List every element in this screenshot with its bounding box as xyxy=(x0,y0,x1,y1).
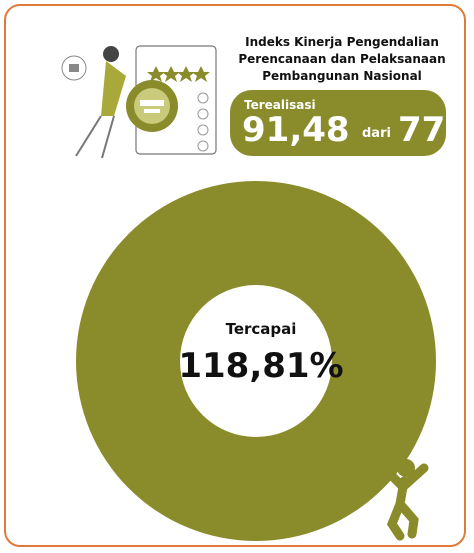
ring-hole xyxy=(180,285,332,437)
title: Indeks Kinerja Pengendalian Perencanaan … xyxy=(238,35,446,83)
badge-connector: dari xyxy=(362,126,391,141)
badge-label: Terealisasi xyxy=(244,98,316,112)
center-label: Tercapai xyxy=(225,320,297,338)
card: Indeks Kinerja Pengendalian Perencanaan … xyxy=(4,4,466,547)
clipboard-illustration xyxy=(61,45,217,159)
jumping-figure xyxy=(383,459,429,541)
illustration xyxy=(61,45,436,541)
badge: Terealisasi 91,48 dari 77 xyxy=(230,90,446,156)
badge-target: 77 xyxy=(398,110,446,150)
center-value: 118,81% xyxy=(178,346,344,386)
badge-value: 91,48 xyxy=(242,110,350,150)
